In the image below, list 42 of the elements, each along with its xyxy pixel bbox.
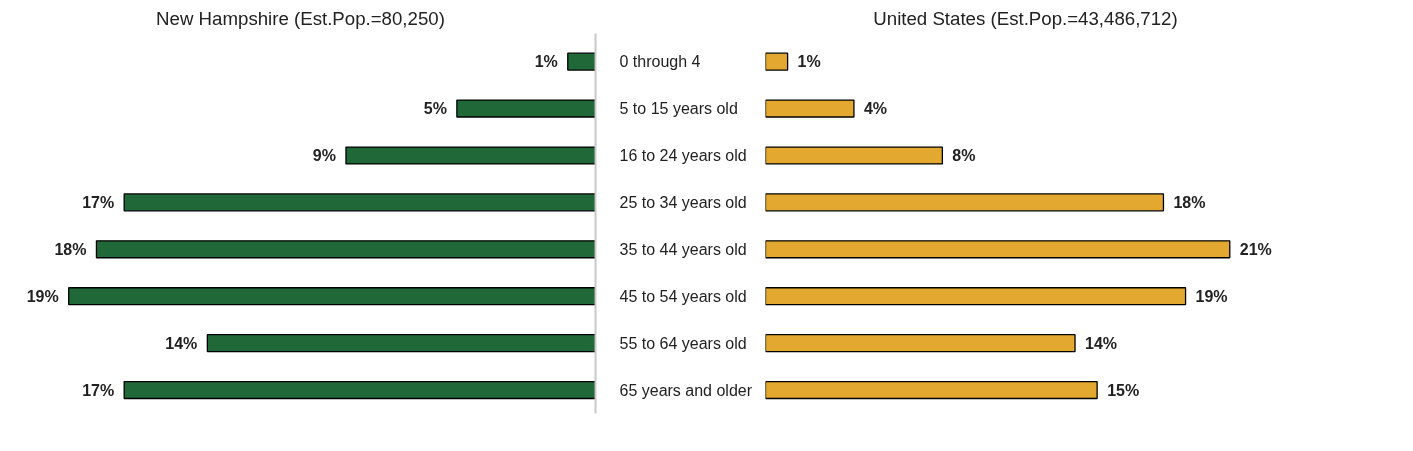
- bar: [123, 193, 596, 212]
- data-label: 18%: [1173, 193, 1206, 211]
- y-tick-label: 55 to 64 years old: [619, 334, 747, 352]
- y-tick-label: 0 through 4: [619, 53, 701, 71]
- data-label: 14%: [1085, 334, 1118, 352]
- bar: [206, 334, 596, 353]
- chart-title: United States (Est.Pop.=43,486,712): [873, 7, 1178, 29]
- bar: [765, 52, 789, 71]
- data-label: 14%: [165, 334, 198, 352]
- y-tick-label: 65 years and older: [619, 381, 753, 399]
- data-label: 17%: [82, 193, 115, 211]
- bar: [765, 287, 1187, 306]
- bar: [765, 146, 944, 165]
- data-label: 17%: [82, 381, 115, 399]
- bar: [68, 287, 596, 306]
- bar: [95, 240, 596, 259]
- y-tick-label: 35 to 44 years old: [619, 240, 747, 258]
- bar: [765, 193, 1165, 212]
- y-tick-label: 5 to 15 years old: [619, 100, 738, 118]
- y-tick-label: 16 to 24 years old: [619, 146, 747, 164]
- bar: [765, 240, 1231, 259]
- data-label: 1%: [797, 53, 821, 71]
- data-label: 21%: [1239, 240, 1272, 258]
- bar: [765, 99, 855, 118]
- bar: [123, 380, 596, 400]
- data-label: 4%: [863, 100, 888, 118]
- bar: [456, 99, 596, 118]
- y-tick-label: 25 to 34 years old: [619, 193, 747, 211]
- data-label: 15%: [1107, 381, 1140, 399]
- data-label: 19%: [26, 287, 59, 305]
- data-label: 19%: [1195, 287, 1228, 305]
- bar: [567, 52, 596, 71]
- bar: [345, 146, 596, 165]
- data-label: 9%: [312, 146, 336, 164]
- bar: [765, 380, 1098, 400]
- bar: [765, 334, 1076, 353]
- y-tick-label: 45 to 54 years old: [619, 287, 747, 305]
- data-label: 5%: [423, 100, 447, 118]
- data-label: 1%: [534, 53, 558, 71]
- chart-title: New Hampshire (Est.Pop.=80,250): [156, 7, 445, 29]
- data-label: 18%: [54, 240, 87, 258]
- data-label: 8%: [952, 146, 976, 164]
